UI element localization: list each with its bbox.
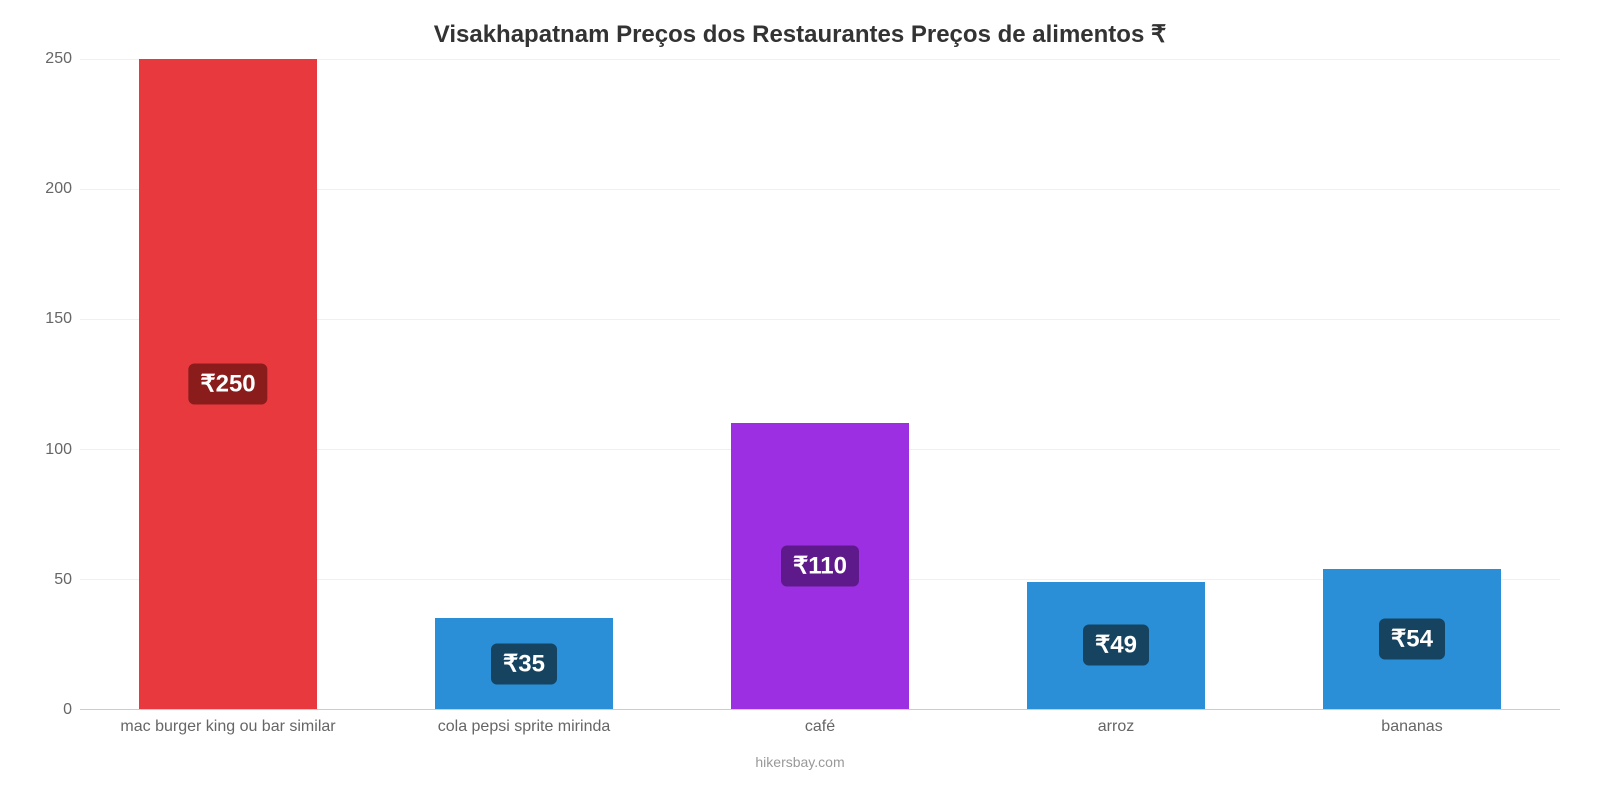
y-tick-label: 200 xyxy=(45,180,72,198)
x-tick-label: arroz xyxy=(1098,718,1134,736)
x-tick-label: mac burger king ou bar similar xyxy=(120,718,335,736)
y-tick-label: 0 xyxy=(63,701,72,719)
y-tick-label: 250 xyxy=(45,50,72,68)
chart-container: Visakhapatnam Preços dos Restaurantes Pr… xyxy=(0,0,1600,800)
x-tick-label: cola pepsi sprite mirinda xyxy=(438,718,611,736)
y-tick-label: 100 xyxy=(45,441,72,459)
attribution-text: hikersbay.com xyxy=(40,754,1560,770)
bar: ₹49 xyxy=(1027,582,1205,709)
plot-area: 050100150200250 ₹250₹35₹110₹49₹54 xyxy=(40,59,1560,710)
bar-slot: ₹250 xyxy=(139,59,317,709)
value-badge: ₹54 xyxy=(1379,618,1445,659)
bars-region: ₹250 ₹35 ₹110 ₹49 ₹54 xyxy=(80,59,1560,710)
value-badge: ₹110 xyxy=(781,546,859,587)
y-axis: 050100150200250 xyxy=(40,59,80,710)
bar-slot: ₹35 xyxy=(435,59,613,709)
bar-slot: ₹54 xyxy=(1323,59,1501,709)
chart-title: Visakhapatnam Preços dos Restaurantes Pr… xyxy=(40,20,1560,49)
bar: ₹250 xyxy=(139,59,317,709)
value-badge: ₹35 xyxy=(491,643,557,684)
x-axis-labels: mac burger king ou bar similar cola pepsi… xyxy=(80,710,1560,750)
bar-slot: ₹110 xyxy=(731,59,909,709)
y-tick-label: 50 xyxy=(54,571,72,589)
bar-slot: ₹49 xyxy=(1027,59,1205,709)
y-tick-label: 150 xyxy=(45,310,72,328)
bar: ₹54 xyxy=(1323,569,1501,709)
value-badge: ₹49 xyxy=(1083,625,1149,666)
x-tick-label: café xyxy=(805,718,835,736)
x-tick-label: bananas xyxy=(1381,718,1442,736)
value-badge: ₹250 xyxy=(188,364,267,405)
bar: ₹35 xyxy=(435,618,613,709)
bar: ₹110 xyxy=(731,423,909,709)
